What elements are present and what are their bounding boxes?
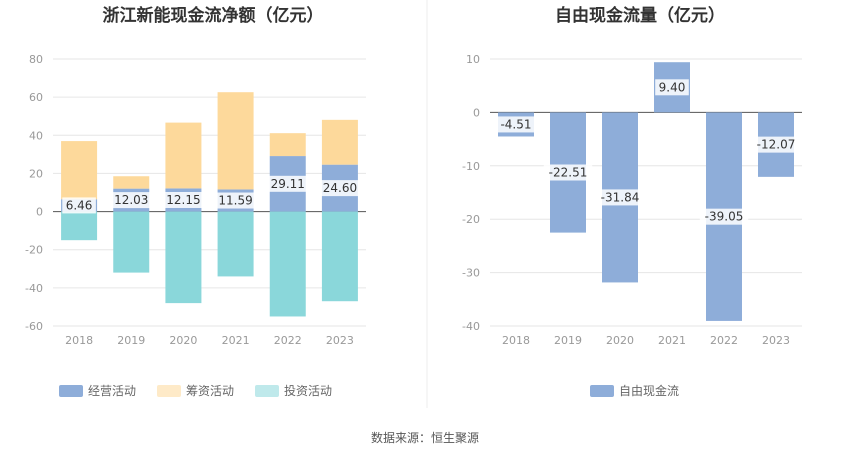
data-label-bg xyxy=(751,136,801,153)
y-tick-label: 0 xyxy=(36,206,43,219)
y-tick-label: 80 xyxy=(29,53,43,66)
legend-label: 投资活动 xyxy=(284,383,332,398)
y-tick-label: 40 xyxy=(29,129,43,142)
y-tick-label: -20 xyxy=(25,244,43,257)
data-source: 数据来源：恒生聚源 xyxy=(371,430,479,445)
x-tick-label: 2021 xyxy=(658,334,686,347)
legend-label: 筹资活动 xyxy=(186,384,234,398)
data-label-bg xyxy=(110,192,152,209)
legend-swatch xyxy=(255,385,279,397)
data-label: 29.11 xyxy=(271,177,305,191)
data-label-bg xyxy=(543,164,593,181)
data-label-bg xyxy=(699,208,749,225)
y-tick-label: -20 xyxy=(462,213,480,226)
y-tick-label: 0 xyxy=(473,106,480,119)
left-chart: 80 60 40 20 0 -20 -40 -60 2018 2019 2020 2021 2022 20… xyxy=(25,53,366,398)
bar xyxy=(165,122,202,189)
y-tick-label: 60 xyxy=(29,91,43,104)
data-label: -31.84 xyxy=(601,190,640,204)
legend-swatch xyxy=(59,385,83,397)
bar xyxy=(113,176,150,189)
bar xyxy=(165,211,202,304)
bar xyxy=(217,211,254,277)
data-label: 9.40 xyxy=(659,80,686,94)
y-tick-label: -60 xyxy=(25,320,43,333)
y-tick-label: -40 xyxy=(25,282,43,295)
data-label-bg xyxy=(595,189,645,206)
legend-swatch xyxy=(590,385,614,397)
data-label: 12.15 xyxy=(166,193,200,207)
x-tick-label: 2020 xyxy=(606,334,634,347)
data-label-bg xyxy=(215,192,257,209)
data-label: 6.46 xyxy=(66,198,93,212)
data-label: -22.51 xyxy=(549,166,588,180)
data-label: 12.03 xyxy=(114,193,148,207)
left-chart-title: 浙江新能现金流净额（亿元） xyxy=(103,5,324,26)
data-label-bg xyxy=(655,79,689,96)
x-tick-label: 2023 xyxy=(762,334,790,347)
x-tick-label: 2022 xyxy=(274,334,302,347)
right-chart-title: 自由现金流量（亿元） xyxy=(555,5,725,26)
bar xyxy=(61,141,98,200)
legend-label: 经营活动 xyxy=(88,384,136,398)
data-label-bg xyxy=(62,197,96,214)
x-tick-label: 2018 xyxy=(65,334,93,347)
right-chart: 10 0 -10 -20 -30 -40 2018 2019 2020 2021 2022 2023 -… xyxy=(462,53,802,398)
y-tick-label: -10 xyxy=(462,160,480,173)
bar xyxy=(113,211,150,273)
bar xyxy=(269,211,306,317)
x-tick-label: 2021 xyxy=(222,334,250,347)
bar xyxy=(321,119,358,165)
legend-swatch xyxy=(157,385,181,397)
bar xyxy=(217,92,254,190)
y-tick-label: 10 xyxy=(466,53,480,66)
bar xyxy=(61,211,98,241)
data-label: 11.59 xyxy=(218,194,252,208)
x-tick-label: 2019 xyxy=(554,334,582,347)
y-tick-label: 20 xyxy=(29,167,43,180)
data-label: 24.60 xyxy=(323,181,357,195)
y-tick-label: -40 xyxy=(462,320,480,333)
x-tick-label: 2019 xyxy=(117,334,145,347)
data-label-bg xyxy=(495,116,537,133)
x-tick-label: 2022 xyxy=(710,334,738,347)
data-label-bg xyxy=(267,175,309,192)
data-label: -4.51 xyxy=(500,117,531,131)
y-tick-label: -30 xyxy=(462,267,480,280)
x-tick-label: 2020 xyxy=(169,334,197,347)
legend-label: 自由现金流 xyxy=(619,383,679,398)
x-tick-label: 2023 xyxy=(326,334,354,347)
data-label: -12.07 xyxy=(757,138,796,152)
data-label-bg xyxy=(319,180,361,197)
bar xyxy=(269,133,306,157)
data-label: -39.05 xyxy=(705,210,744,224)
bar xyxy=(321,211,358,302)
x-tick-label: 2018 xyxy=(502,334,530,347)
data-label-bg xyxy=(162,191,204,208)
